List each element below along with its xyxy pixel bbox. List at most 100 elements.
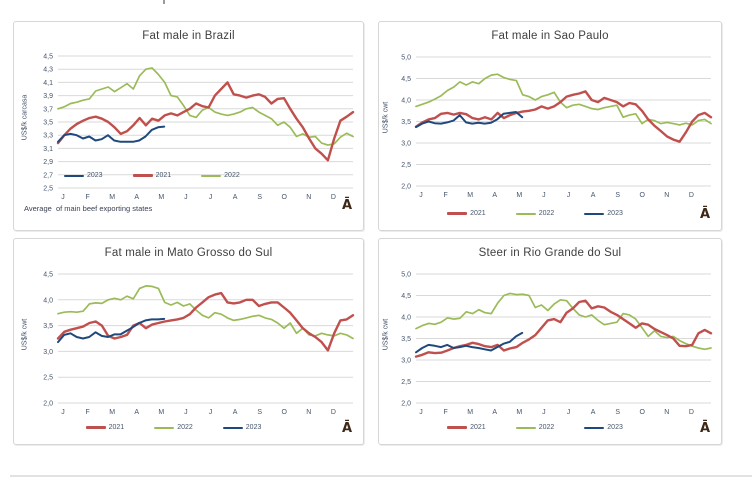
x-tick-label: A: [233, 409, 238, 416]
legend-item-2022: 2022: [515, 210, 555, 217]
legend-item-2022: 2022: [154, 424, 193, 431]
chart-title: Fat male in Brazil: [142, 30, 235, 42]
chart-card-mato-grosso: Fat male in Mato Grosso do Sul US$/k cwt…: [13, 238, 364, 445]
y-axis-label: US$/k cwt: [382, 101, 390, 134]
series-line-2022: [57, 67, 354, 146]
y-axis-label: US$/k carcasa: [21, 94, 29, 141]
x-tick-label: M: [467, 192, 473, 199]
chart-title: Steer in Rio Grande do Sul: [478, 247, 622, 259]
legend-item-2021: 2021: [447, 424, 486, 431]
x-tick-label: J: [184, 194, 188, 201]
x-tick-label: A: [591, 192, 596, 199]
x-tick-label: J: [542, 409, 546, 416]
legend-swatch-green-line: [515, 212, 536, 215]
series-line-2023: [57, 125, 166, 143]
x-tick-label: J: [209, 409, 213, 416]
x-tick-label: S: [257, 409, 262, 416]
x-tick-label: J: [184, 409, 188, 416]
x-tick-label: J: [61, 409, 65, 416]
x-tick-label: F: [443, 192, 447, 199]
y-tick-label: 4,3: [43, 67, 53, 74]
series-line-2022: [415, 73, 712, 126]
x-tick-label: J: [61, 194, 65, 201]
legend-item-2021: 2021: [85, 424, 125, 431]
series-line-2022: [57, 285, 354, 340]
series-line-2021: [56, 291, 355, 352]
legend-item-2021: 2021: [447, 210, 486, 217]
legend-label: 2023: [607, 424, 623, 431]
legend-item-2023: 2023: [584, 210, 623, 217]
x-tick-label: A: [134, 194, 139, 201]
chart-card-sao-paulo: Fat male in Sao Paulo US$/k cwt 5,0 4,5 4,…: [378, 21, 722, 231]
y-tick-label: 3,5: [43, 120, 53, 127]
plot-area: 4,5 4,3 4,1 3,9 3,7 3,5 3,3 3,1 2,9 2,7 2,5 J F M A M J J…: [43, 54, 355, 201]
chart-legend: 2021 2022 2023: [379, 210, 721, 217]
y-tick-label: 3,5: [401, 336, 411, 343]
x-tick-label: S: [615, 192, 620, 199]
legend-item-2023: 2023: [64, 172, 103, 179]
y-tick-label: 4,0: [43, 297, 53, 304]
x-tick-label: D: [689, 409, 694, 416]
legend-item-2022: 2022: [201, 172, 240, 179]
x-tick-label: A: [492, 192, 497, 199]
cropped-text-artifact: [163, 0, 165, 4]
y-axis-label: US$/k cwt: [382, 318, 390, 351]
legend-label: 2022: [224, 172, 240, 179]
legend-swatch-red-line: [85, 426, 106, 429]
x-tick-label: S: [615, 409, 620, 416]
x-tick-label: J: [567, 192, 571, 199]
x-tick-label: M: [158, 194, 164, 201]
y-tick-label: 2,5: [401, 162, 411, 169]
plot-area: 5,0 4,5 4,0 3,5 3,0 2,5 2,0 J F M A M J J A S O N D: [401, 272, 713, 416]
y-tick-label: 2,0: [401, 184, 411, 191]
x-tick-label: O: [282, 409, 288, 416]
y-tick-label: 2,0: [43, 401, 53, 408]
legend-swatch-red-line: [447, 212, 468, 215]
y-tick-label: 5,0: [401, 55, 411, 62]
series-line-2021: [56, 81, 355, 162]
x-tick-label: N: [664, 409, 669, 416]
series-line-2022: [415, 292, 712, 351]
legend-label: 2023: [607, 210, 623, 217]
legend-swatch-blue-line: [64, 174, 84, 177]
x-tick-label: D: [331, 409, 336, 416]
x-tick-label: J: [419, 192, 423, 199]
page-divider: [10, 475, 752, 477]
legend-swatch-blue-line: [222, 426, 243, 429]
chart-title: Fat male in Sao Paulo: [491, 30, 609, 42]
plot-area: 4,5 4,0 3,5 3,0 2,5 2,0 J F M A M J J A S O N D: [43, 272, 355, 416]
plot-area: 5,0 4,5 4,0 3,5 3,0 2,5 2,0 J F M A M J J A S O N D: [401, 55, 713, 199]
x-tick-label: A: [233, 194, 238, 201]
y-tick-label: 2,5: [43, 375, 53, 382]
legend-label: 2021: [470, 210, 486, 217]
y-tick-label: 2,5: [43, 186, 53, 193]
y-tick-label: 4,5: [43, 272, 53, 279]
y-tick-label: 4,0: [401, 315, 411, 322]
x-tick-label: N: [306, 409, 311, 416]
legend-label: 2021: [470, 424, 486, 431]
series-line-2023: [57, 317, 166, 344]
y-tick-label: 4,1: [43, 80, 53, 87]
y-tick-label: 3,5: [43, 323, 53, 330]
series-line-2021: [414, 90, 713, 143]
series-line-2021: [414, 299, 713, 358]
x-tick-label: J: [419, 409, 423, 416]
x-tick-label: J: [209, 194, 213, 201]
legend-swatch-red-line: [447, 426, 468, 429]
x-tick-label: S: [257, 194, 262, 201]
x-tick-label: O: [282, 194, 288, 201]
chart-legend: 2021 2022 2023: [379, 424, 721, 431]
y-tick-label: 5,0: [401, 272, 411, 279]
y-tick-label: 4,0: [401, 98, 411, 105]
x-tick-label: J: [567, 409, 571, 416]
legend-item-2023: 2023: [584, 424, 623, 431]
legend-label: 2022: [538, 210, 555, 217]
legend-label: 2021: [108, 424, 125, 431]
x-tick-label: A: [492, 409, 497, 416]
x-tick-label: M: [109, 409, 115, 416]
y-tick-label: 3,0: [43, 349, 53, 356]
y-tick-label: 3,0: [401, 141, 411, 148]
legend-swatch-blue-line: [584, 426, 605, 429]
x-tick-label: D: [689, 192, 694, 199]
x-tick-label: A: [591, 409, 596, 416]
